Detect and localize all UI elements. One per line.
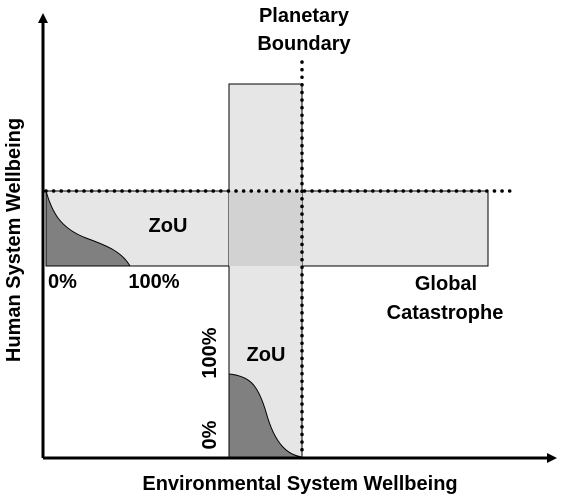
vertical-scale-0: 0% [199, 420, 221, 449]
planetary-boundary-label-line2: Boundary [257, 33, 351, 55]
y-axis-label: Human System Wellbeing [3, 118, 25, 362]
horizontal-probability-curve [45, 190, 131, 267]
zou-horizontal-label: ZoU [149, 215, 188, 237]
planetary-boundary-label-line1: Planetary [259, 5, 350, 27]
vertical-scale-100: 100% [199, 327, 221, 378]
overlap-zone [229, 191, 302, 266]
horizontal-scale-0: 0% [48, 271, 77, 293]
zou-vertical-label: ZoU [247, 344, 286, 366]
vertical-probability-curve [228, 373, 303, 458]
global-catastrophe-label-line2: Catastrophe [387, 302, 504, 324]
global-catastrophe-label-line1: Global [415, 273, 477, 295]
x-axis-label: Environmental System Wellbeing [142, 473, 457, 495]
horizontal-scale-100: 100% [128, 271, 179, 293]
